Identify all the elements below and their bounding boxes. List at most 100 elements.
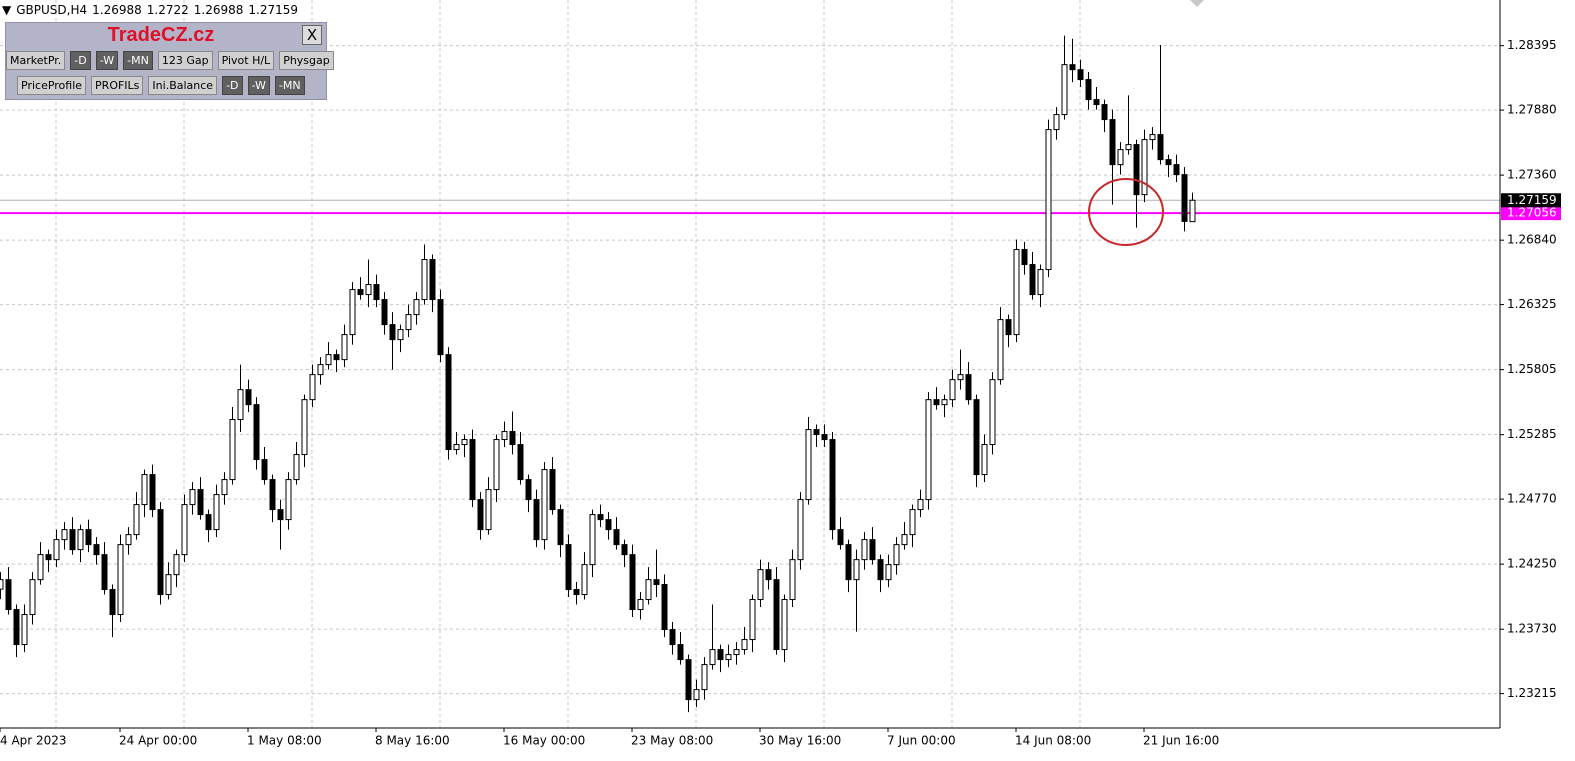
button-row: PriceProfile PROFILs Ini.Balance -D -W -MN <box>17 76 305 95</box>
candle-body <box>213 494 220 531</box>
candle-body <box>309 374 316 401</box>
candle-body <box>509 431 516 446</box>
candle-body <box>13 609 20 646</box>
candle-body <box>853 559 860 581</box>
candle-body <box>1189 199 1196 223</box>
candle-body <box>501 431 508 441</box>
candle-body <box>437 299 444 356</box>
candle-body <box>621 544 628 556</box>
panel-button[interactable]: Physgap <box>279 51 334 70</box>
panel-button[interactable]: -W <box>95 51 119 70</box>
candle-body <box>1005 319 1012 336</box>
candle-body <box>469 439 476 501</box>
x-tick-label: 21 Jun 16:00 <box>1143 734 1219 748</box>
panel-button[interactable]: PriceProfile <box>17 76 87 95</box>
x-tick-label: 4 Apr 2023 <box>0 734 67 748</box>
panel-button[interactable]: -W <box>247 76 270 95</box>
price-lines <box>0 199 1500 215</box>
candle-body <box>1053 114 1060 131</box>
candle-body <box>357 289 364 296</box>
annotation-circle <box>1088 178 1164 246</box>
candle-body <box>245 389 252 406</box>
x-tick-label: 8 May 16:00 <box>375 734 450 748</box>
panel-button[interactable]: Ini.Balance <box>148 76 218 95</box>
ohlc-close: 1.27159 <box>248 3 298 17</box>
candle-body <box>333 354 340 361</box>
close-button[interactable]: X <box>302 25 322 45</box>
candle-body <box>461 439 468 446</box>
x-tick-label: 30 May 16:00 <box>759 734 841 748</box>
y-tick-label: 1.24250 <box>1507 557 1557 571</box>
candle-body <box>725 654 732 661</box>
candle-body <box>45 554 52 561</box>
candle-body <box>973 399 980 476</box>
candle-body <box>757 569 764 601</box>
candle-body <box>1173 164 1180 176</box>
candle-body <box>861 539 868 561</box>
panel-button[interactable]: Pivot H/L <box>217 51 275 70</box>
panel-button[interactable]: -MN <box>274 76 305 95</box>
panel-button[interactable]: MarketPr. <box>6 51 66 70</box>
candle-body <box>1021 249 1028 266</box>
candle-body <box>573 589 580 596</box>
candle-body <box>797 499 804 561</box>
panel-button[interactable]: -D <box>222 76 243 95</box>
y-tick-label: 1.25285 <box>1507 427 1557 441</box>
candle-body <box>1109 119 1116 166</box>
x-tick-label: 1 May 08:00 <box>247 734 322 748</box>
candle-body <box>429 259 436 301</box>
candle-body <box>157 509 164 596</box>
grid <box>0 0 1500 728</box>
candle-body <box>197 489 204 516</box>
candle-body <box>965 374 972 401</box>
panel-button[interactable]: -D <box>70 51 91 70</box>
candle-body <box>37 554 44 581</box>
candle-body <box>845 544 852 581</box>
candle-body <box>493 439 500 491</box>
candle-body <box>941 399 948 406</box>
candle-body <box>365 284 372 296</box>
candle-body <box>445 354 452 451</box>
candle-body <box>933 399 940 406</box>
candle-body <box>805 429 812 501</box>
y-tick-label: 1.28395 <box>1507 38 1557 52</box>
panel-button[interactable]: -MN <box>123 51 153 70</box>
candle-body <box>117 544 124 616</box>
candle-body <box>21 614 28 646</box>
candle-body <box>989 379 996 446</box>
candle-body <box>1085 79 1092 101</box>
candle-body <box>349 289 356 336</box>
candle-body <box>221 479 228 496</box>
candle-body <box>237 389 244 421</box>
candle-body <box>397 329 404 341</box>
candle-body <box>733 649 740 656</box>
candle-body <box>741 639 748 651</box>
candle-body <box>277 509 284 521</box>
candle-body <box>1181 174 1188 222</box>
candle-body <box>405 314 412 331</box>
candle-body <box>93 544 100 556</box>
candle-body <box>133 504 140 536</box>
candle-body <box>141 474 148 506</box>
panel-button[interactable]: PROFILs <box>91 76 144 95</box>
candle-body <box>149 474 156 511</box>
candle-body <box>285 479 292 521</box>
panel-button[interactable]: 123 Gap <box>157 51 213 70</box>
candle-body <box>301 399 308 456</box>
candle-body <box>101 554 108 591</box>
candle-body <box>421 259 428 301</box>
candle-body <box>773 579 780 651</box>
y-tick-label: 1.23730 <box>1507 622 1557 636</box>
y-tick-label: 1.23215 <box>1507 686 1557 700</box>
candle-body <box>269 479 276 511</box>
candle-body <box>1141 139 1148 196</box>
candle-body <box>381 299 388 326</box>
candle-body <box>0 579 4 590</box>
candle-body <box>1077 69 1084 81</box>
price-tag <box>1501 193 1561 208</box>
candle-body <box>293 454 300 481</box>
candle-body <box>701 664 708 691</box>
y-tick-label: 1.26325 <box>1507 297 1557 311</box>
candle-body <box>173 554 180 576</box>
